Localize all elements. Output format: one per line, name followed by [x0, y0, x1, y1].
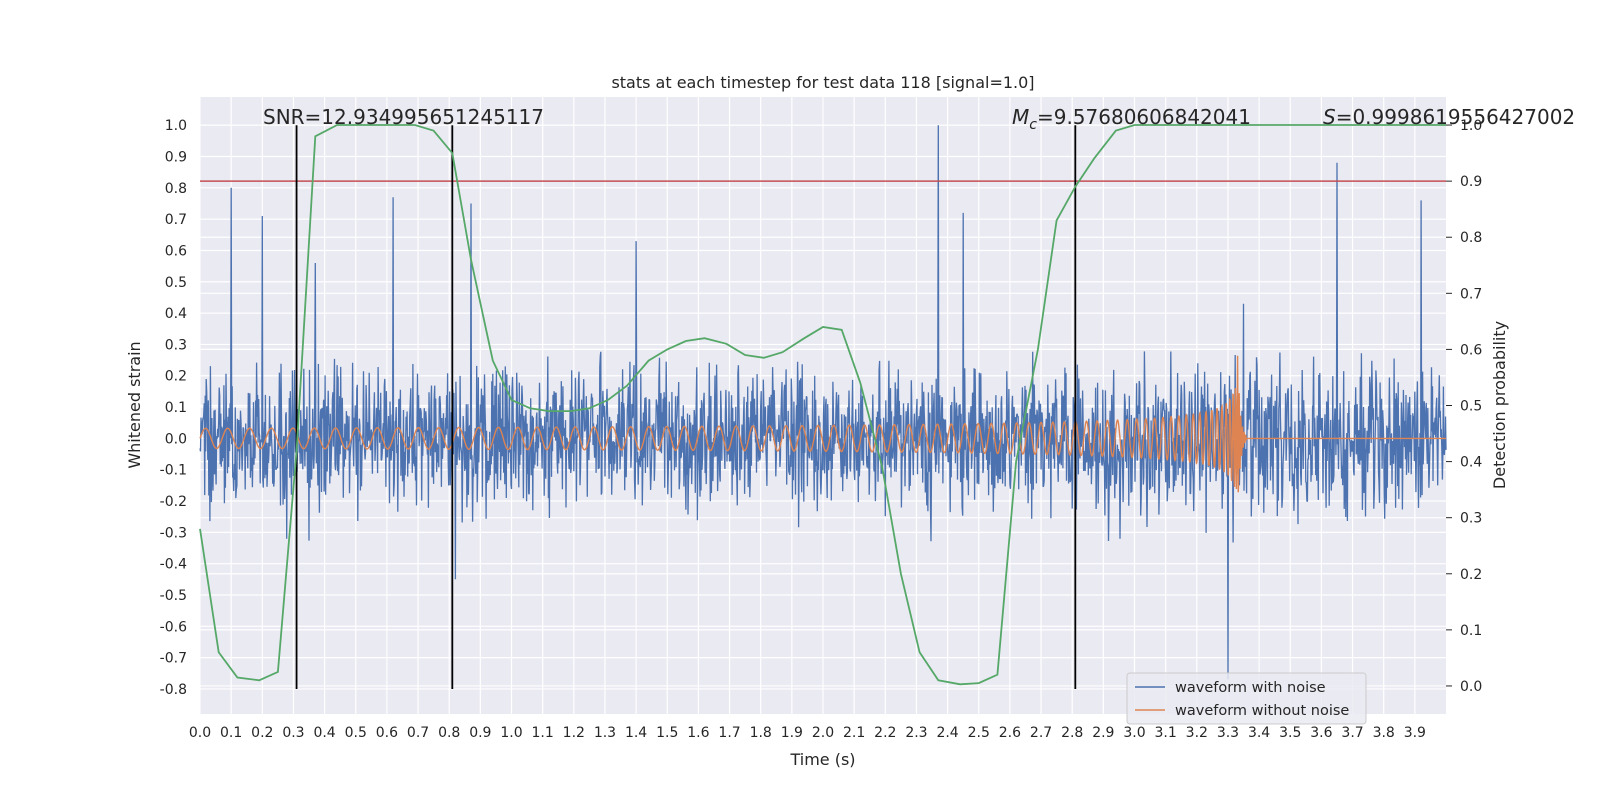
- x-tick-label: 0.7: [407, 725, 429, 741]
- y-tick-label: -0.3: [160, 525, 187, 541]
- x-tick-label: 3.1: [1155, 725, 1177, 741]
- x-tick-label: 1.5: [656, 725, 678, 741]
- x-tick-label: 3.8: [1373, 725, 1395, 741]
- x-tick-label: 3.3: [1217, 725, 1239, 741]
- y-right-tick-label: 0.7: [1460, 286, 1482, 302]
- y-right-tick-label: 1.0: [1460, 118, 1482, 134]
- y-tick-label: 0.8: [165, 181, 187, 197]
- y-right-tick-label: 0.9: [1460, 174, 1482, 190]
- chirp-mass-symbol: M: [1012, 105, 1029, 129]
- snr-annotation: SNR=12.934995651245117: [263, 105, 544, 129]
- legend-label-clean: waveform without noise: [1175, 703, 1349, 719]
- y-right-tick-label: 0.1: [1460, 623, 1482, 639]
- y-tick-label: 0.6: [165, 243, 187, 259]
- x-tick-label: 2.9: [1092, 725, 1114, 741]
- x-tick-labels: 0.0 0.1 0.2 0.3 0.4 0.5 0.6 0.7 0.8 0.9 1.0 1.1 1.2 1…: [189, 725, 1426, 741]
- x-tick-label: 1.2: [563, 725, 585, 741]
- y-tick-label: 0.3: [165, 337, 187, 353]
- y-tick-label: 0.0: [165, 431, 187, 447]
- y-tick-label: 0.7: [165, 212, 187, 228]
- vlines-layer: [295, 125, 1077, 689]
- x-tick-label: 1.6: [687, 725, 709, 741]
- x-tick-label: 0.5: [345, 725, 367, 741]
- y-tick-label: 0.5: [165, 275, 187, 291]
- y-tick-label: -0.6: [160, 619, 187, 635]
- x-tick-label: 3.9: [1404, 725, 1426, 741]
- detection-probability-line: [199, 124, 1446, 686]
- x-tick-label: 2.3: [905, 725, 927, 741]
- x-tick-label: 3.6: [1310, 725, 1332, 741]
- y-right-tick-label: 0.5: [1460, 399, 1482, 415]
- clean-waveform-line: [199, 355, 1446, 493]
- y-right-tick-label: 0.0: [1460, 679, 1482, 695]
- y-tick-label: -0.7: [160, 651, 187, 667]
- x-tick-label: 3.0: [1123, 725, 1145, 741]
- series-waveform-without-noise: [199, 355, 1446, 493]
- y-tick-labels: -0.8 -0.7 -0.6 -0.5 -0.4 -0.3 -0.2 -0.1 0.0 0.1 0.…: [160, 118, 187, 698]
- x-tick-label: 2.2: [874, 725, 896, 741]
- x-tick-label: 2.6: [999, 725, 1021, 741]
- x-tick-label: 3.4: [1248, 725, 1270, 741]
- x-tick-label: 1.0: [500, 725, 522, 741]
- y-axis-label: Whitened strain: [125, 341, 144, 468]
- y-tick-label: 0.9: [165, 150, 187, 166]
- chirp-mass-annotation: Mc=9.57680606842041: [1012, 105, 1251, 133]
- x-tick-label: 0.6: [376, 725, 398, 741]
- y-tick-label: -0.5: [160, 588, 187, 604]
- x-tick-label: 2.0: [812, 725, 834, 741]
- y-right-tick-label: 0.2: [1460, 567, 1482, 583]
- x-tick-label: 1.1: [532, 725, 554, 741]
- x-tick-label: 0.2: [251, 725, 273, 741]
- y-right-axis-label: Detection probability: [1490, 321, 1509, 489]
- y-tick-label: 0.1: [165, 400, 187, 416]
- x-tick-label: 1.4: [625, 725, 647, 741]
- chart-title: stats at each timestep for test data 118…: [611, 73, 1034, 92]
- x-tick-label: 0.1: [220, 725, 242, 741]
- legend: waveform with noise waveform without noi…: [1126, 672, 1367, 725]
- y-tick-label: 0.4: [165, 306, 187, 322]
- x-tick-label: 2.7: [1030, 725, 1052, 741]
- y-tick-label: -0.1: [160, 463, 187, 479]
- y-tick-label: 1.0: [165, 118, 187, 134]
- y-right-tick-label: 0.8: [1460, 230, 1482, 246]
- spin-annotation: S=0.9998619556427002: [1323, 105, 1575, 129]
- x-tick-label: 0.0: [189, 725, 211, 741]
- x-tick-label: 3.2: [1186, 725, 1208, 741]
- x-axis-label: Time (s): [789, 750, 855, 769]
- legend-label-noise: waveform with noise: [1175, 680, 1326, 696]
- x-tick-label: 2.8: [1061, 725, 1083, 741]
- chirp-mass-subscript: c: [1029, 117, 1037, 133]
- y-right-tick-label: 0.3: [1460, 511, 1482, 527]
- x-tick-label: 1.9: [781, 725, 803, 741]
- x-tick-label: 1.8: [750, 725, 772, 741]
- y-tick-label: -0.4: [160, 557, 187, 573]
- series-detection-probability: [199, 124, 1446, 686]
- x-tick-label: 1.7: [718, 725, 740, 741]
- x-tick-label: 0.3: [282, 725, 304, 741]
- y-right-tick-label: 0.6: [1460, 342, 1482, 358]
- y-tick-label: -0.8: [160, 682, 187, 698]
- x-tick-label: 1.3: [594, 725, 616, 741]
- x-tick-label: 2.4: [936, 725, 958, 741]
- x-tick-label: 3.5: [1279, 725, 1301, 741]
- x-tick-label: 2.1: [843, 725, 865, 741]
- legend-box: [1126, 672, 1367, 725]
- spin-value: =0.9998619556427002: [1336, 105, 1575, 129]
- x-tick-label: 3.7: [1341, 725, 1363, 741]
- y-right-tick-label: 0.4: [1460, 455, 1482, 471]
- x-tick-label: 0.4: [313, 725, 335, 741]
- x-tick-label: 0.9: [469, 725, 491, 741]
- chirp-mass-value: =9.57680606842041: [1037, 105, 1251, 129]
- spin-symbol: S: [1323, 105, 1336, 129]
- x-tick-label: 2.5: [968, 725, 990, 741]
- y-tick-label: -0.2: [160, 494, 187, 510]
- y-tick-label: 0.2: [165, 369, 187, 385]
- y-right-tick-labels: 0.0 0.1 0.2 0.3 0.4 0.5 0.6 0.7 0.8 0.9 1.0: [1446, 118, 1482, 695]
- x-tick-label: 0.8: [438, 725, 460, 741]
